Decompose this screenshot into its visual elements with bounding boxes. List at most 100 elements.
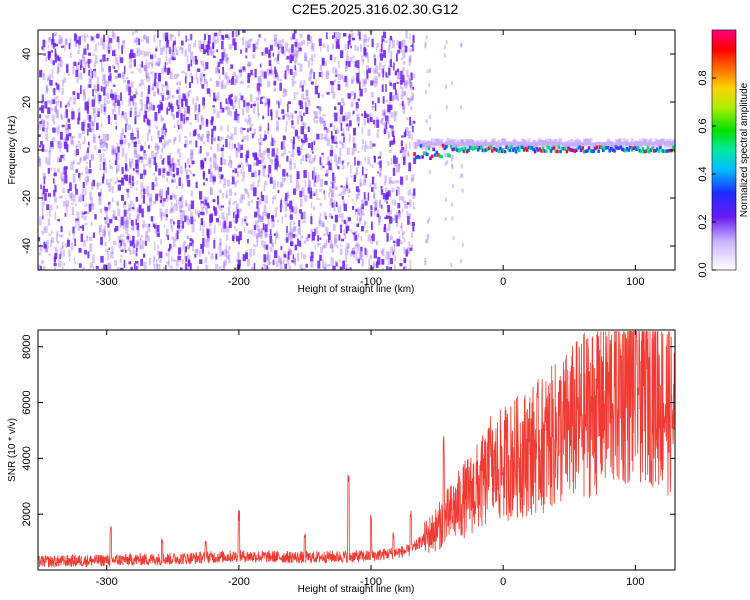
- heatmap-cell: [363, 34, 367, 43]
- heatmap-cell: [288, 47, 291, 54]
- heatmap-cell: [218, 220, 221, 226]
- heatmap-cell: [246, 162, 249, 167]
- y-tick-label: 40: [21, 48, 33, 60]
- heatmap-cell: [276, 161, 279, 167]
- heatmap-cell: [578, 140, 582, 148]
- heatmap-cell: [238, 104, 241, 109]
- heatmap-cell: [56, 231, 59, 236]
- heatmap-cell: [219, 237, 222, 246]
- heatmap-cell: [211, 116, 214, 122]
- heatmap-cell: [96, 182, 99, 190]
- heatmap-cell: [356, 193, 360, 200]
- heatmap-cell: [142, 195, 145, 204]
- heatmap-cell: [584, 138, 588, 146]
- heatmap-cell: [343, 229, 346, 236]
- heatmap-cell: [352, 206, 355, 210]
- heatmap-cell: [247, 201, 251, 206]
- heatmap-cell: [581, 146, 584, 150]
- heatmap-cell: [288, 151, 291, 154]
- heatmap-cell: [225, 226, 230, 233]
- heatmap-cell: [179, 121, 183, 130]
- heatmap-cell: [258, 112, 260, 116]
- heatmap-cell: [180, 210, 184, 213]
- heatmap-cell: [503, 149, 507, 154]
- heatmap-cell: [235, 30, 238, 37]
- heatmap-cell: [294, 60, 296, 66]
- heatmap-cell: [186, 174, 190, 179]
- heatmap-cell: [205, 197, 209, 200]
- heatmap-cell: [468, 145, 472, 150]
- heatmap-cell: [188, 169, 191, 172]
- heatmap-cell: [139, 70, 142, 74]
- heatmap-cell: [308, 77, 312, 82]
- heatmap-cell: [124, 219, 128, 228]
- heatmap-cell: [374, 207, 376, 216]
- heatmap-cell: [264, 38, 267, 42]
- heatmap-cell: [223, 249, 227, 257]
- heatmap-cell: [355, 59, 357, 63]
- heatmap-cell: [318, 107, 322, 111]
- heatmap-cell: [578, 145, 581, 149]
- heatmap-cell: [91, 203, 95, 210]
- heatmap-cell: [135, 261, 139, 264]
- heatmap-cell: [298, 47, 302, 52]
- heatmap-cell: [375, 65, 379, 74]
- heatmap-cell: [209, 228, 212, 236]
- heatmap-cell: [348, 36, 351, 39]
- heatmap-cell: [184, 49, 187, 57]
- heatmap-cell: [74, 184, 77, 190]
- heatmap-cell: [48, 74, 52, 80]
- heatmap-cell: [325, 173, 328, 177]
- heatmap-cell: [412, 120, 416, 124]
- heatmap-cell: [51, 69, 54, 78]
- heatmap-cell: [177, 130, 179, 133]
- heatmap-cell: [229, 188, 233, 196]
- heatmap-cell: [38, 123, 42, 130]
- heatmap-cell: [351, 78, 353, 84]
- heatmap-cell: [554, 149, 558, 154]
- heatmap-cell: [651, 146, 654, 150]
- heatmap-cell: [214, 67, 218, 74]
- heatmap-cell: [400, 225, 403, 228]
- heatmap-cell: [374, 103, 377, 112]
- heatmap-cell: [252, 152, 255, 158]
- heatmap-cell: [112, 84, 116, 87]
- heatmap-cell: [322, 43, 326, 48]
- heatmap-cell: [183, 240, 187, 245]
- heatmap-cell: [58, 196, 62, 199]
- heatmap-cell: [538, 138, 542, 146]
- heatmap-cell: [334, 69, 338, 77]
- heatmap-cell: [201, 211, 205, 216]
- heatmap-cell: [424, 41, 427, 46]
- heatmap-cell: [407, 97, 410, 106]
- heatmap-cell: [258, 126, 261, 132]
- heatmap-cell: [170, 159, 173, 165]
- heatmap-cell: [299, 110, 302, 118]
- heatmap-cell: [71, 111, 75, 120]
- heatmap-cell: [151, 216, 155, 224]
- heatmap-cell: [570, 138, 574, 146]
- heatmap-cell: [85, 161, 88, 165]
- heatmap-cell: [483, 148, 486, 153]
- heatmap-cell: [276, 147, 279, 155]
- heatmap-cell: [390, 246, 394, 253]
- heatmap-cell: [377, 257, 381, 265]
- heatmap-cell: [115, 126, 118, 130]
- heatmap-cell: [305, 107, 309, 114]
- heatmap-cell: [280, 183, 284, 187]
- heatmap-cell: [208, 89, 212, 98]
- heatmap-cell: [397, 163, 401, 167]
- heatmap-cell: [126, 188, 129, 193]
- heatmap-cell: [177, 119, 179, 127]
- heatmap-cell: [274, 57, 278, 62]
- heatmap-cell: [48, 253, 51, 256]
- heatmap-cell: [532, 140, 536, 147]
- heatmap-cell: [401, 74, 405, 83]
- heatmap-cell: [92, 107, 94, 111]
- heatmap-cell: [173, 139, 176, 145]
- heatmap-cell: [207, 41, 210, 50]
- heatmap-cell: [197, 106, 201, 115]
- heatmap-cell: [468, 139, 472, 146]
- heatmap-cell: [392, 251, 395, 255]
- heatmap-cell: [54, 105, 57, 113]
